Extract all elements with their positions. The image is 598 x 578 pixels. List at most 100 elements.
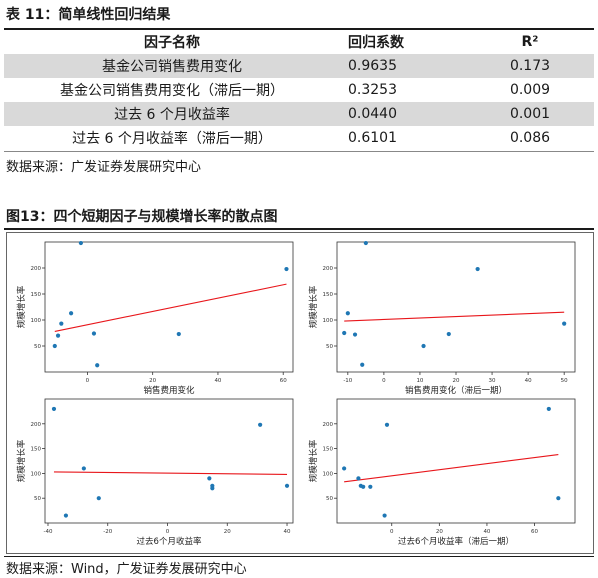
y-tick-label: 100 [323, 318, 334, 324]
x-tick-label: 40 [483, 529, 490, 535]
header-coefficient: 回归系数 [348, 35, 404, 51]
plot-frame [44, 241, 294, 373]
x-tick-label: 0 [86, 378, 90, 384]
x-tick-label: 20 [436, 529, 443, 535]
data-point [363, 240, 368, 246]
x-tick-label: 60 [531, 529, 538, 535]
y-tick-label: 150 [31, 447, 42, 453]
row-r2: 0.009 [509, 82, 551, 98]
y-tick-label: 50 [326, 496, 333, 502]
data-point [207, 476, 212, 481]
y-tick-label: 150 [31, 292, 42, 298]
table-top-rule [4, 28, 594, 30]
table-row: 过去 6 个月收益率 0.0440 0.001 [4, 102, 594, 126]
x-tick-label: -20 [103, 529, 112, 535]
data-point [284, 483, 290, 488]
data-point [556, 496, 561, 501]
y-tick-label: 100 [31, 318, 42, 324]
data-point [81, 466, 86, 471]
header-r2: R² [521, 34, 539, 50]
figure-top-rule [4, 228, 594, 230]
data-point [352, 332, 358, 337]
scatter-plot-4: 0 20 40 60 50 100 150 200 过去6个月收益率（滞后一期） 规模增长率 [308, 398, 576, 547]
regression-line [344, 454, 559, 483]
data-point [52, 343, 57, 349]
data-point [176, 331, 181, 337]
scatter-plot-3: -40 -20 0 20 40 50 100 150 200 过去6个月收益率 规模增长率 [16, 398, 294, 547]
figure-title: 图13：四个短期因子与规模增长率的散点图 [6, 209, 278, 225]
plot-frame [336, 398, 576, 524]
table-row: 基金公司销售费用变化 0.9635 0.173 [4, 54, 594, 78]
y-axis-label: 规模增长率 [16, 285, 27, 328]
data-point [91, 331, 97, 336]
x-tick-label: 30 [489, 378, 496, 384]
table-source: 数据来源：广发证券发展研究中心 [6, 160, 202, 175]
data-point [384, 422, 390, 427]
figure-bottom-rule [4, 556, 594, 557]
regression-line [54, 283, 287, 332]
data-point [51, 406, 57, 412]
row-r2: 0.086 [509, 130, 551, 146]
data-point [210, 486, 215, 491]
data-point [475, 266, 480, 272]
y-tick-label: 150 [323, 292, 334, 298]
row-coefficient: 0.3253 [348, 82, 397, 98]
x-axis-label: 销售费用变化 [143, 385, 195, 396]
table-title: 表 11：简单线性回归结果 [6, 7, 171, 23]
row-r2: 0.173 [509, 58, 551, 74]
row-factor: 基金公司销售费用变化（滞后一期） [60, 83, 284, 99]
y-axis-label: 规模增长率 [308, 285, 319, 328]
data-point [284, 266, 289, 272]
x-tick-label: 40 [284, 529, 291, 535]
x-tick-label: 20 [224, 529, 231, 535]
x-tick-label: -40 [43, 529, 52, 535]
scatter-plot-1: 0 20 40 60 50 100 150 200 销售费用变化 规模增长率 [16, 240, 294, 396]
scatter-plot-2: -10 0 10 20 30 40 50 50 100 150 200 销售费用变化（滞后一期） 规模增… [308, 240, 576, 396]
x-tick-label: 20 [149, 378, 156, 384]
data-point [59, 321, 64, 326]
data-point [546, 406, 551, 412]
y-tick-label: 100 [31, 471, 42, 477]
x-axis-label: 过去6个月收益率 [137, 536, 202, 547]
y-tick-label: 200 [323, 266, 334, 272]
y-tick-label: 200 [31, 422, 42, 428]
data-point [63, 513, 69, 518]
y-tick-label: 150 [323, 447, 334, 453]
data-point [345, 311, 350, 316]
data-point [342, 466, 347, 471]
row-coefficient: 0.0440 [348, 106, 397, 122]
data-point [356, 476, 361, 481]
y-tick-label: 200 [31, 266, 42, 272]
data-point [96, 496, 101, 501]
plot-frame [336, 241, 576, 373]
x-tick-label: 20 [453, 378, 460, 384]
data-point [360, 362, 365, 367]
data-point [69, 311, 74, 316]
scatter-grid: 0 20 40 60 50 100 150 200 销售费用变化 规模增长率 -10 0 10 20 30 4… [6, 232, 594, 554]
regression-line [53, 471, 288, 475]
x-tick-label: 60 [280, 378, 287, 384]
regression-line [344, 311, 565, 322]
data-point [382, 513, 387, 518]
row-factor: 基金公司销售费用变化 [102, 59, 242, 75]
data-point [368, 484, 373, 489]
data-point [55, 333, 61, 338]
x-tick-label: 40 [214, 378, 221, 384]
x-tick-label: 0 [390, 529, 394, 535]
table-header-row: 因子名称 回归系数 R² [4, 30, 594, 54]
x-axis-label: 过去6个月收益率（滞后一期） [398, 536, 514, 547]
data-point [361, 484, 366, 489]
x-tick-label: 0 [382, 378, 386, 384]
row-factor: 过去 6 个月收益率 [114, 107, 230, 123]
row-coefficient: 0.6101 [348, 130, 397, 146]
data-point [342, 330, 347, 336]
data-point [258, 422, 263, 427]
y-axis-label: 规模增长率 [308, 439, 319, 482]
data-point [95, 363, 100, 368]
table-bottom-rule [4, 151, 594, 152]
x-tick-label: -10 [343, 378, 352, 384]
y-tick-label: 200 [323, 422, 334, 428]
x-tick-label: 50 [561, 378, 568, 384]
x-tick-label: 40 [525, 378, 532, 384]
x-axis-label: 销售费用变化（滞后一期） [405, 385, 507, 396]
